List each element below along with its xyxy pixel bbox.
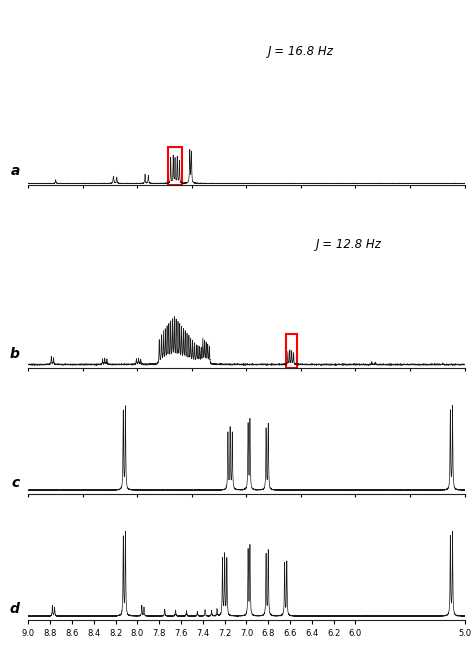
Text: a: a [10, 164, 20, 178]
Bar [286, 334, 297, 368]
Text: c: c [11, 476, 20, 490]
Text: b: b [10, 348, 20, 362]
Text: J = 16.8 Hz: J = 16.8 Hz [268, 45, 334, 57]
Text: J = 12.8 Hz: J = 12.8 Hz [316, 238, 382, 251]
Bar [168, 147, 182, 185]
Text: d: d [10, 602, 20, 616]
